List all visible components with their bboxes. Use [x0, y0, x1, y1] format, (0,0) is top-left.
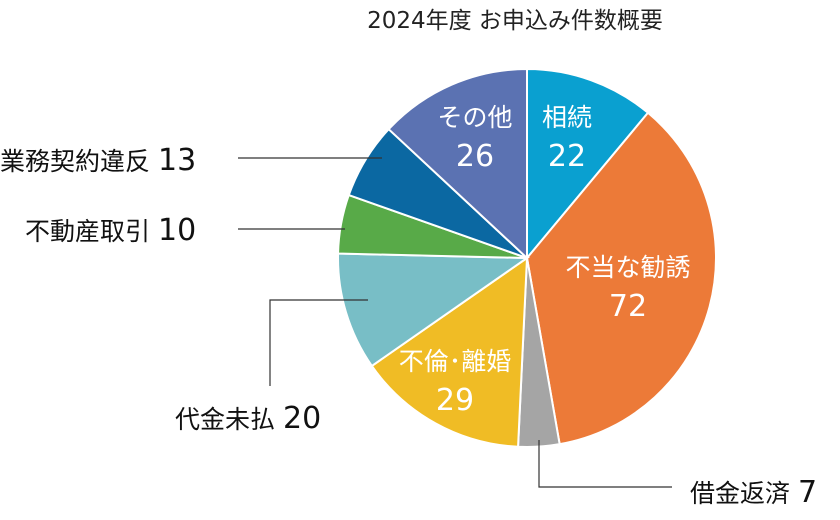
slice-value-label: 20 [283, 401, 321, 436]
slice-outside-label: 業務契約違反 13 [0, 143, 196, 178]
pie-slice [337, 252, 531, 368]
pie-slice [526, 67, 650, 261]
slice-value-label: 72 [609, 289, 647, 324]
slice-label: 不当な勧誘 [565, 253, 690, 282]
chart-title: 2024年度 お申込み件数概要 [367, 8, 663, 34]
pie-slice [387, 67, 528, 261]
slice-label: 不動産取引 [25, 217, 150, 246]
slice-label: その他 [437, 103, 512, 132]
slice-label: 代金未払 [175, 405, 275, 434]
slice-outside-label: 借金返済 7 [690, 475, 817, 510]
slice-label: 不倫･離婚 [399, 347, 512, 376]
slice-label: 借金返済 [690, 479, 790, 508]
leader-line-debt [538, 440, 672, 488]
slice-value-label: 10 [158, 213, 196, 248]
slice-label: 相続 [542, 103, 592, 132]
slice-value-label: 26 [456, 139, 494, 174]
slice-value-label: 7 [798, 475, 817, 510]
slice-value-label: 29 [436, 383, 474, 418]
slice-value-label: 22 [548, 139, 586, 174]
slice-outside-label: 代金未払 20 [175, 401, 321, 436]
slice-value-label: 13 [158, 143, 196, 178]
leader-line-unpaid [269, 299, 368, 386]
slice-outside-label: 不動産取引 10 [25, 213, 196, 248]
pie-slice [525, 111, 717, 446]
slice-label: 業務契約違反 [0, 147, 150, 176]
pie-slice [370, 256, 529, 448]
